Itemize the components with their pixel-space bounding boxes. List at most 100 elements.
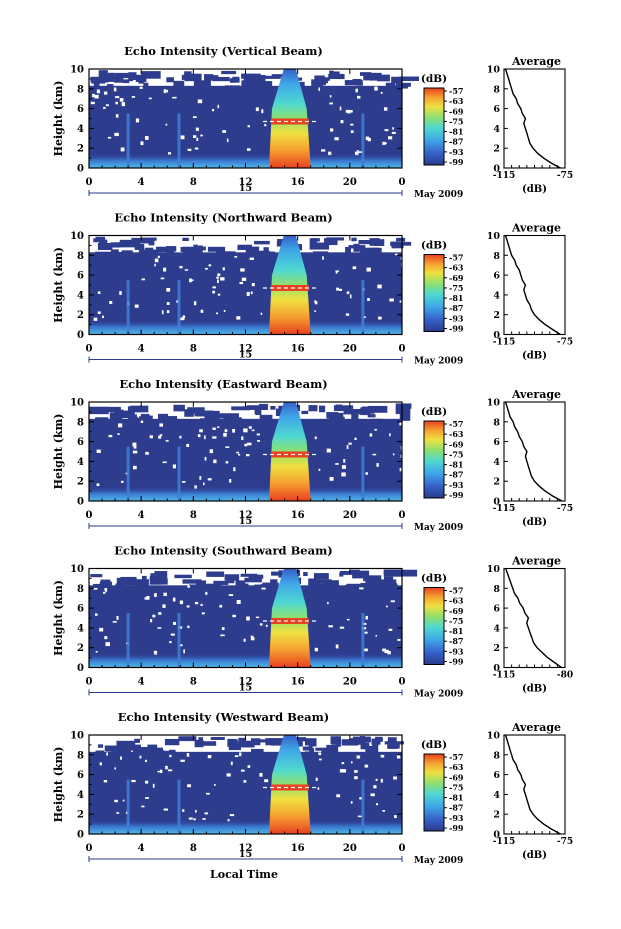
data-gap	[383, 107, 388, 111]
cloud-patch	[399, 413, 411, 421]
date-label: May 2009	[414, 690, 463, 700]
average-y-tick-label: 0	[493, 663, 500, 674]
cloud-patch	[110, 242, 121, 248]
data-gap	[365, 615, 368, 620]
echo-streak	[126, 113, 130, 168]
data-gap	[372, 453, 377, 456]
data-gap	[388, 628, 393, 631]
average-y-tick-label: 6	[493, 770, 500, 781]
data-gap	[163, 267, 167, 272]
average-y-tick-label: 4	[493, 790, 500, 801]
day-label: 15	[239, 849, 252, 860]
low-level-echo	[89, 153, 402, 168]
cloud-patch	[380, 583, 398, 592]
cloud-patch	[188, 584, 201, 592]
cloud-patch	[387, 744, 400, 749]
data-gap	[314, 310, 316, 313]
x-tick-label: 4	[138, 843, 145, 854]
data-gap	[152, 783, 155, 788]
data-gap	[396, 754, 401, 759]
data-gap	[314, 301, 318, 305]
data-gap	[222, 130, 227, 133]
average-y-tick-label: 8	[493, 417, 500, 428]
day-label: 15	[239, 350, 252, 361]
data-gap	[338, 288, 343, 291]
data-gap	[107, 136, 112, 139]
data-gap	[318, 87, 321, 91]
data-gap	[141, 805, 145, 808]
data-gap	[388, 136, 393, 140]
melting-layer-band	[270, 284, 309, 291]
data-gap	[116, 615, 119, 620]
data-gap	[260, 312, 263, 315]
average-y-tick-label: 10	[487, 398, 501, 409]
average-y-tick-label: 6	[493, 604, 500, 615]
data-gap	[400, 257, 405, 260]
colorbar-tick-label: -57	[449, 752, 463, 762]
data-gap	[241, 436, 244, 441]
data-gap	[401, 627, 406, 630]
data-gap	[199, 429, 203, 433]
heatmap-panel: Echo Intensity (Westward Beam) 0 2 4 6 8 10 Hei…	[52, 710, 573, 866]
data-gap	[134, 304, 139, 308]
data-gap	[382, 141, 386, 145]
cloud-patch	[148, 238, 155, 246]
data-gap	[145, 780, 149, 784]
data-gap	[159, 423, 164, 427]
y-tick-label: 2	[77, 477, 84, 488]
average-x-tick-label: -75	[557, 504, 573, 514]
x-tick-label: 16	[291, 843, 305, 854]
date-label: May 2009	[414, 357, 463, 367]
y-tick-label: 8	[77, 750, 84, 761]
colorbar-tick-label: -63	[449, 429, 464, 439]
data-gap	[200, 309, 204, 313]
data-gap	[376, 463, 379, 467]
colorbar-tick-label: -57	[449, 419, 463, 429]
cloud-patch	[351, 414, 359, 421]
cloud-patch	[216, 251, 236, 258]
data-gap	[343, 459, 346, 463]
cloud-patch	[184, 71, 192, 76]
cloud-patch	[182, 579, 202, 584]
data-gap	[229, 814, 235, 817]
cloud-patch	[140, 237, 157, 241]
average-y-tick-label: 10	[487, 564, 501, 575]
date-label: May 2009	[414, 856, 463, 866]
cloud-patch	[231, 406, 250, 411]
x-tick-label: 0	[399, 677, 406, 688]
cloud-patch	[372, 742, 379, 747]
cloud-patch	[228, 746, 241, 751]
date-label: May 2009	[414, 190, 463, 200]
cloud-patch	[343, 408, 363, 415]
cloud-patch	[201, 580, 207, 589]
data-gap	[390, 600, 395, 603]
cloud-patch	[164, 738, 180, 746]
cloud-patch	[226, 580, 235, 584]
cloud-patch	[115, 583, 123, 592]
data-gap	[163, 808, 169, 811]
colorbar	[423, 420, 445, 499]
echo-streak	[177, 779, 181, 834]
data-gap	[132, 450, 138, 454]
data-gap	[246, 618, 250, 621]
data-gap	[186, 443, 190, 448]
data-gap	[133, 465, 137, 470]
data-gap	[187, 148, 192, 152]
average-y-tick-label: 0	[493, 497, 500, 508]
average-title: Average	[511, 388, 561, 401]
cloud-patch	[312, 579, 332, 584]
data-gap	[394, 815, 397, 819]
cloud-patch	[108, 72, 115, 79]
data-gap	[335, 644, 339, 649]
cloud-patch	[349, 569, 360, 575]
data-gap	[239, 752, 242, 757]
x-tick-label: 4	[138, 177, 145, 188]
data-gap	[226, 773, 231, 777]
cloud-patch	[205, 411, 220, 419]
echo-streak	[177, 446, 181, 501]
data-gap	[108, 434, 113, 438]
data-gap	[159, 769, 163, 773]
data-gap	[140, 420, 144, 423]
data-gap	[131, 779, 136, 783]
x-tick-label: 0	[399, 843, 406, 854]
